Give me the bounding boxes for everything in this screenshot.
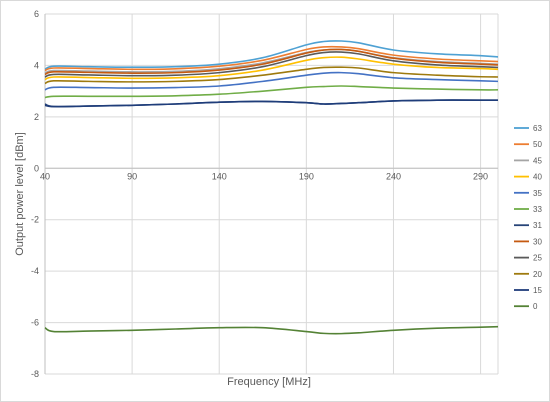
x-axis-ticks: 40 90 140 190 240 290 — [40, 171, 488, 181]
series-line-20 — [44, 66, 499, 85]
legend-label: 45 — [533, 156, 542, 165]
legend-label: 25 — [533, 254, 542, 263]
legend-item: 0 — [514, 302, 538, 311]
legend-item: 20 — [514, 270, 542, 279]
x-tick-label: 240 — [386, 171, 401, 181]
y-tick-label: 6 — [34, 9, 39, 19]
y-tick-label: 2 — [34, 112, 39, 122]
legend: 63 50 45 40 35 33 31 30 25 20 15 0 — [514, 124, 542, 311]
legend-label: 63 — [533, 124, 542, 133]
legend-item: 31 — [514, 221, 542, 230]
y-axis-ticks: -8 -6 -4 -2 0 2 4 6 — [31, 9, 39, 379]
legend-label: 40 — [533, 173, 542, 182]
legend-label: 35 — [533, 189, 542, 198]
series-line-35 — [44, 71, 499, 91]
legend-label: 50 — [533, 140, 542, 149]
series-lines — [44, 40, 499, 335]
y-tick-label: -2 — [31, 215, 39, 225]
series-line-33 — [44, 85, 499, 99]
y-tick-label: -4 — [31, 266, 39, 276]
legend-label: 30 — [533, 237, 542, 246]
x-tick-label: 40 — [40, 171, 50, 181]
legend-item: 25 — [514, 254, 542, 263]
legend-item: 30 — [514, 237, 542, 246]
series-line-63 — [44, 40, 499, 71]
series-line-25 — [44, 51, 499, 78]
legend-item: 63 — [514, 124, 542, 133]
x-axis-title: Frequency [MHz] — [227, 376, 311, 388]
series-line-50 — [44, 45, 499, 72]
x-tick-label: 140 — [212, 171, 227, 181]
x-tick-label: 90 — [127, 171, 137, 181]
y-tick-label: -6 — [31, 318, 39, 328]
x-tick-label: 290 — [473, 171, 488, 181]
legend-label: 20 — [533, 270, 542, 279]
y-tick-label: 0 — [34, 163, 39, 173]
series-line-30 — [44, 48, 499, 76]
series-line-40 — [44, 56, 499, 81]
x-tick-label: 190 — [299, 171, 314, 181]
legend-item: 50 — [514, 140, 542, 149]
legend-item: 45 — [514, 156, 542, 165]
series-line-0 — [44, 325, 499, 335]
y-axis-title: Output power level [dBm] — [14, 132, 26, 256]
legend-item: 15 — [514, 286, 542, 295]
legend-label: 33 — [533, 205, 542, 214]
y-tick-label: 4 — [34, 60, 39, 70]
legend-item: 35 — [514, 189, 542, 198]
legend-label: 15 — [533, 286, 542, 295]
legend-label: 31 — [533, 221, 542, 230]
legend-item: 40 — [514, 173, 542, 182]
y-tick-label: -8 — [31, 369, 39, 379]
legend-label: 0 — [533, 302, 538, 311]
gridlines — [44, 13, 499, 375]
legend-item: 33 — [514, 205, 542, 214]
series-line-15 — [44, 99, 498, 108]
